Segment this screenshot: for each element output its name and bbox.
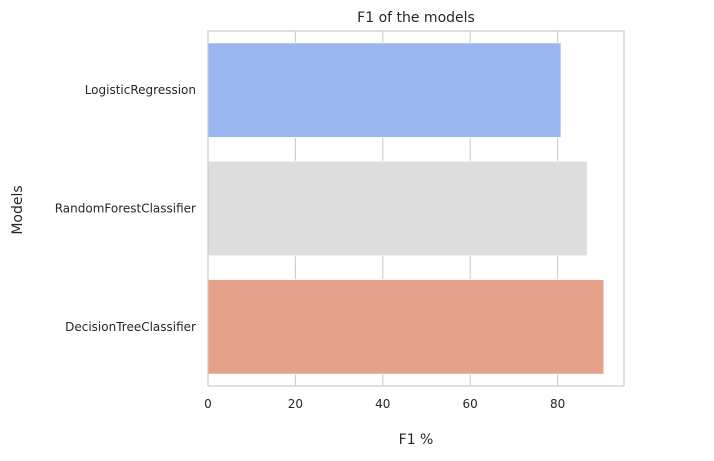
- x-tick-label: 20: [288, 397, 303, 411]
- chart-title: F1 of the models: [357, 10, 475, 26]
- bar-LogisticRegression: [207, 42, 562, 138]
- y-tick-label: RandomForestClassifier: [55, 202, 196, 216]
- y-tick-labels: LogisticRegression RandomForestClassifier…: [55, 83, 196, 334]
- bar-DecisionTreeClassifier: [207, 279, 605, 375]
- y-axis-label: Models: [10, 185, 26, 234]
- bars: [207, 42, 605, 375]
- plot-frame: [207, 30, 625, 387]
- plot-border: [207, 30, 625, 387]
- x-tick-label: 80: [550, 397, 565, 411]
- x-tick-labels: 0 20 40 60 80: [204, 397, 565, 411]
- bar-RandomForestClassifier: [207, 160, 588, 257]
- x-tick-label: 60: [463, 397, 478, 411]
- y-tick-label: DecisionTreeClassifier: [65, 320, 196, 334]
- x-tick-label: 0: [204, 397, 212, 411]
- x-tick-label: 40: [375, 397, 390, 411]
- y-tick-label: LogisticRegression: [85, 83, 196, 97]
- x-axis-label: F1 %: [399, 432, 434, 448]
